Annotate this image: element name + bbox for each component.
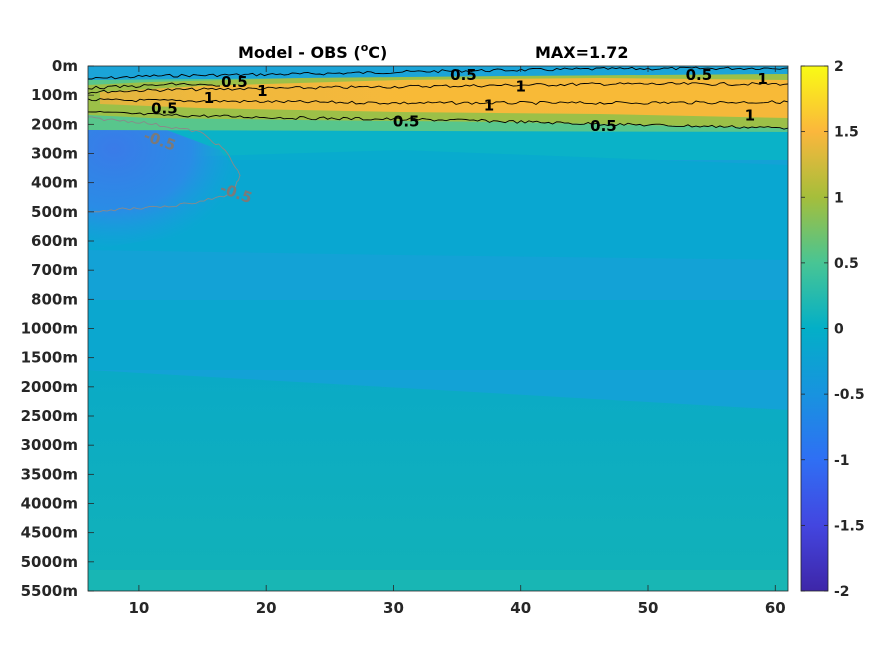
contour-label: 1 bbox=[745, 107, 755, 125]
x-tick-label: 20 bbox=[256, 599, 277, 617]
colorbar-tick-label: 2 bbox=[834, 59, 844, 75]
x-tick-label: 50 bbox=[638, 599, 659, 617]
contour-label: 1 bbox=[484, 96, 494, 114]
contour-label: 0.5 bbox=[393, 112, 420, 130]
contour-lines bbox=[88, 66, 788, 213]
contour-line bbox=[88, 66, 788, 80]
colorbar-tick-label: 0 bbox=[834, 322, 844, 338]
y-tick-label: 5500m bbox=[21, 582, 78, 600]
y-tick-label: 100m bbox=[31, 86, 78, 104]
x-tick-label: 10 bbox=[128, 599, 149, 617]
colorbar-tick-label: -1 bbox=[834, 453, 850, 469]
colorbar-tick-label: 0.5 bbox=[834, 256, 859, 272]
y-tick-label: 700m bbox=[31, 261, 78, 279]
y-tick-label: 200m bbox=[31, 115, 78, 133]
y-tick-label: 0m bbox=[52, 57, 78, 75]
contour-line bbox=[88, 82, 221, 90]
y-axis: 0m 100m 200m 300m 400m 500m 600m 700m 800m 1000m 1… bbox=[21, 57, 94, 600]
max-label: MAX=1.72 bbox=[535, 43, 629, 62]
colorbar-tick-label: -0.5 bbox=[834, 387, 865, 403]
y-tick-label: 500m bbox=[31, 203, 78, 221]
contour-label: 1 bbox=[516, 77, 526, 95]
y-tick-label: 3000m bbox=[21, 436, 78, 454]
contour-line bbox=[88, 110, 788, 130]
contour-label: 1 bbox=[257, 82, 267, 100]
contour-label: 0.5 bbox=[151, 99, 178, 117]
y-tick-label: 2000m bbox=[21, 378, 78, 396]
contour-label: 0.5 bbox=[450, 66, 477, 84]
heatmap-field bbox=[88, 66, 788, 591]
y-tick-label: 2500m bbox=[21, 407, 78, 425]
contour-label: 0.5 bbox=[221, 73, 248, 91]
x-tick-label: 60 bbox=[765, 599, 786, 617]
y-tick-label: 3500m bbox=[21, 465, 78, 483]
y-tick-label: 5000m bbox=[21, 553, 78, 571]
colorbar-tick-label: 1 bbox=[834, 190, 844, 206]
x-tick-label: 30 bbox=[383, 599, 404, 617]
contour-label: 0.5 bbox=[590, 117, 617, 135]
contour-label: 0.5 bbox=[686, 66, 713, 84]
y-tick-label: 600m bbox=[31, 232, 78, 250]
chart-title: Model - OBS (oC) bbox=[238, 41, 387, 62]
contour-label: 1 bbox=[757, 70, 767, 88]
y-tick-label: 4000m bbox=[21, 495, 78, 513]
y-tick-label: 1000m bbox=[21, 320, 78, 338]
contour-line bbox=[88, 82, 788, 94]
colorbar-tick-label: 1.5 bbox=[834, 125, 859, 141]
contour-label: 1 bbox=[204, 89, 214, 107]
y-tick-label: 1500m bbox=[21, 349, 78, 367]
x-axis: 10 20 30 40 50 60 bbox=[128, 66, 786, 617]
colorbar-tick-label: -1.5 bbox=[834, 518, 865, 534]
y-tick-label: 400m bbox=[31, 174, 78, 192]
colorbar bbox=[800, 65, 829, 592]
contour-line bbox=[88, 116, 241, 213]
x-tick-label: 40 bbox=[510, 599, 531, 617]
y-tick-label: 300m bbox=[31, 145, 78, 163]
contour-line bbox=[88, 98, 788, 106]
y-tick-label: 4500m bbox=[21, 524, 78, 542]
colorbar-tick-label: -2 bbox=[834, 584, 850, 600]
y-tick-label: 800m bbox=[31, 290, 78, 308]
colorbar-ticks: 2 1.5 1 0.5 0 -0.5 -1 -1.5 -2 bbox=[801, 59, 865, 600]
